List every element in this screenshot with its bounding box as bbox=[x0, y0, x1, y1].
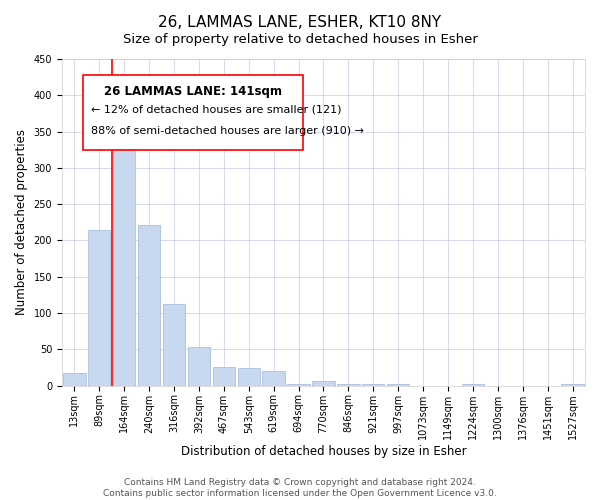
X-axis label: Distribution of detached houses by size in Esher: Distribution of detached houses by size … bbox=[181, 444, 466, 458]
Bar bbox=[387, 384, 409, 386]
Bar bbox=[188, 347, 210, 386]
Text: 26, LAMMAS LANE, ESHER, KT10 8NY: 26, LAMMAS LANE, ESHER, KT10 8NY bbox=[158, 15, 442, 30]
Y-axis label: Number of detached properties: Number of detached properties bbox=[15, 130, 28, 316]
Bar bbox=[362, 384, 385, 386]
Bar bbox=[113, 139, 136, 386]
Bar bbox=[88, 230, 110, 386]
Bar bbox=[461, 384, 484, 386]
Text: 88% of semi-detached houses are larger (910) →: 88% of semi-detached houses are larger (… bbox=[91, 126, 364, 136]
Bar bbox=[262, 371, 285, 386]
Text: Size of property relative to detached houses in Esher: Size of property relative to detached ho… bbox=[122, 32, 478, 46]
Bar bbox=[312, 380, 335, 386]
Bar bbox=[337, 384, 359, 386]
Bar bbox=[63, 372, 86, 386]
Text: Contains HM Land Registry data © Crown copyright and database right 2024.
Contai: Contains HM Land Registry data © Crown c… bbox=[103, 478, 497, 498]
Bar bbox=[212, 367, 235, 386]
Bar bbox=[238, 368, 260, 386]
Bar bbox=[163, 304, 185, 386]
Bar bbox=[138, 224, 160, 386]
Bar bbox=[287, 384, 310, 386]
Text: 26 LAMMAS LANE: 141sqm: 26 LAMMAS LANE: 141sqm bbox=[104, 85, 281, 98]
Bar bbox=[562, 384, 584, 386]
FancyBboxPatch shape bbox=[83, 76, 302, 150]
Text: ← 12% of detached houses are smaller (121): ← 12% of detached houses are smaller (12… bbox=[91, 104, 341, 115]
